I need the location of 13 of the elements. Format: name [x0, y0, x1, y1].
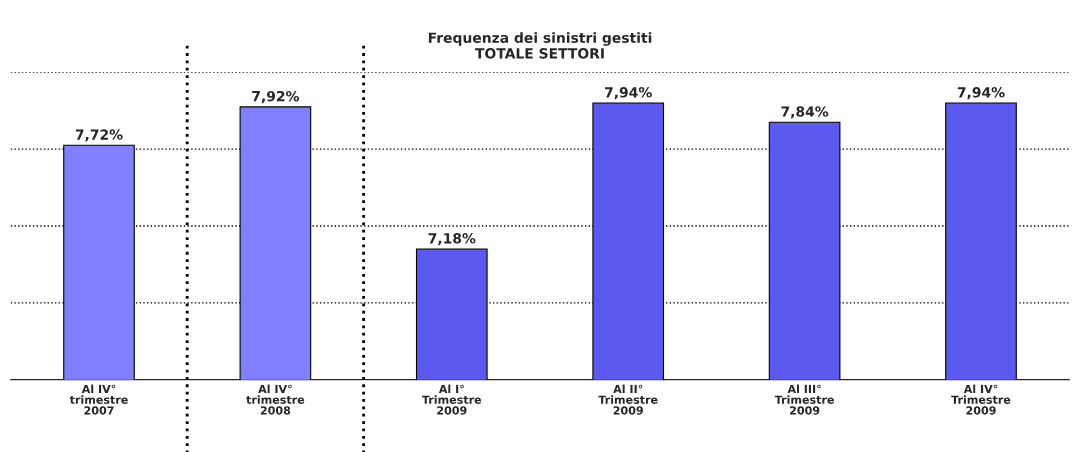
data-label: 7,94% [957, 87, 1005, 100]
data-label: 7,94% [605, 87, 652, 100]
x-tick-label: Al IV° Trimestre 2009 [951, 384, 1011, 415]
data-label: 7,92% [252, 90, 300, 104]
x-tick-label: Al IV° trimestre 2007 [69, 384, 128, 415]
data-label: 7,72% [75, 129, 123, 142]
x-tick-label: Al III° Trimestre 2009 [774, 384, 834, 415]
data-label: 7,84% [781, 106, 829, 119]
chart-title: Frequenza dei sinistri gestiti TOTALE SETTORI [428, 32, 652, 59]
x-tick-label: Al IV° trimestre 2008 [246, 384, 305, 415]
data-label: 7,18% [428, 233, 476, 246]
x-tick-label: Al I° Trimestre 2009 [422, 384, 482, 415]
x-tick-label: Al II° Trimestre 2009 [598, 384, 658, 415]
